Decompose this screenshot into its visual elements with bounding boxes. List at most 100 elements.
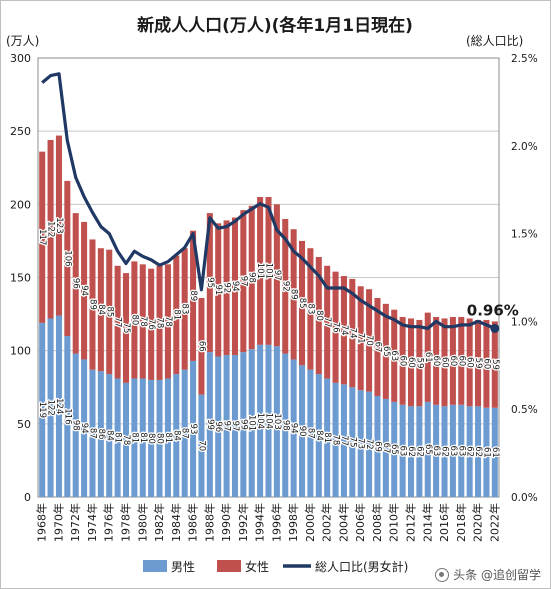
ratio-point-last xyxy=(490,323,500,333)
x-tick-label: 2008年 xyxy=(370,503,384,542)
bar-male xyxy=(433,404,440,497)
data-label-male: 98 xyxy=(71,420,81,431)
bar-male xyxy=(47,318,54,497)
bar-female xyxy=(240,210,247,353)
bar-female xyxy=(466,318,473,407)
bar-female xyxy=(97,248,104,372)
bar-male xyxy=(391,401,398,497)
data-label-female: 60 xyxy=(406,357,416,368)
bar-male xyxy=(257,344,264,497)
data-label-male: 124 xyxy=(54,398,64,414)
x-tick-label: 2022年 xyxy=(487,503,501,542)
x-tick-label: 1976年 xyxy=(102,503,116,542)
data-label-female: 80 xyxy=(129,315,139,326)
data-label-female: 60 xyxy=(456,355,466,366)
bar-female xyxy=(64,180,71,337)
bar-male xyxy=(39,322,46,497)
bar-female xyxy=(257,197,264,345)
bar-male xyxy=(491,407,498,497)
bar-female xyxy=(324,265,331,379)
data-label-female: 98 xyxy=(247,272,257,283)
x-tick-label: 1994年 xyxy=(253,503,267,542)
bar-male xyxy=(340,384,347,497)
x-tick-label: 2004年 xyxy=(336,503,350,542)
y-tick-label-right: 2.5% xyxy=(511,53,538,65)
data-label-male: 80 xyxy=(146,433,156,444)
data-label-female: 96 xyxy=(71,278,81,289)
x-tick-label: 2020年 xyxy=(471,503,485,542)
data-label-female: 74 xyxy=(347,328,357,339)
bar-male xyxy=(349,387,356,497)
data-label-male: 99 xyxy=(238,419,248,430)
bar-male xyxy=(89,369,96,497)
x-tick-label: 2000年 xyxy=(303,503,317,542)
data-label-female: 89 xyxy=(188,290,198,301)
data-label-male: 87 xyxy=(87,428,97,439)
bar-male xyxy=(164,378,171,497)
bar-female xyxy=(307,248,314,370)
y-tick-label-left: 0 xyxy=(24,491,31,504)
bar-male xyxy=(441,406,448,497)
data-label-male: 72 xyxy=(364,439,374,450)
bar-female xyxy=(391,309,398,402)
data-label-male: 75 xyxy=(347,437,357,448)
bar-male xyxy=(223,355,230,497)
data-label-female: 84 xyxy=(96,304,106,315)
y-tick-label-right: 1.5% xyxy=(511,229,538,241)
data-label-female: 94 xyxy=(79,285,89,296)
data-label-female: 85 xyxy=(104,306,114,317)
data-label-male: 84 xyxy=(171,430,181,441)
bar-female xyxy=(181,248,188,370)
bar-female xyxy=(491,321,498,408)
data-label-female: 80 xyxy=(314,310,324,321)
x-tick-label: 2002年 xyxy=(320,503,334,542)
data-label-male: 61 xyxy=(490,447,500,458)
bar-female xyxy=(231,217,238,356)
bar-female xyxy=(148,268,155,380)
data-label-male: 81 xyxy=(163,432,173,443)
bar-female xyxy=(299,240,306,366)
bar-female xyxy=(374,297,381,397)
bar-female xyxy=(173,255,180,375)
bar-male xyxy=(64,336,71,497)
x-tick-label: 2010年 xyxy=(387,503,401,542)
data-label-male: 98 xyxy=(280,420,290,431)
bar-female xyxy=(366,289,373,392)
data-label-female: 76 xyxy=(146,319,156,330)
legend-swatch-male xyxy=(143,560,167,572)
bar-male xyxy=(357,390,364,497)
bar-female xyxy=(248,205,255,350)
bar-male xyxy=(139,378,146,497)
legend-label-ratio: 総人口比(男女計) xyxy=(315,559,408,574)
data-label-male: 81 xyxy=(322,432,332,443)
data-label-female: 94 xyxy=(230,281,240,292)
data-label-male: 63 xyxy=(398,445,408,456)
bar-male xyxy=(315,374,322,497)
x-tick-label: 1980年 xyxy=(135,503,149,542)
data-label-female: 97 xyxy=(238,276,248,287)
bar-female xyxy=(475,319,482,407)
bar-female xyxy=(47,139,54,319)
legend-swatch-female xyxy=(217,560,241,572)
y-tick-label-right: 1.0% xyxy=(511,316,538,328)
data-label-female: 63 xyxy=(389,350,399,361)
data-label-male: 86 xyxy=(96,429,106,440)
bar-female xyxy=(399,317,406,405)
bar-female xyxy=(416,319,423,407)
bar-female xyxy=(449,317,456,405)
bar-female xyxy=(122,273,130,383)
bar-female xyxy=(265,197,272,345)
series-line-ratio xyxy=(41,72,496,330)
bar-male xyxy=(299,365,306,497)
y-tick-label-left: 100 xyxy=(10,345,31,358)
data-label-male: 62 xyxy=(465,446,475,457)
data-label-female: 89 xyxy=(289,289,299,300)
x-tick-label: 2012年 xyxy=(403,503,417,542)
x-tick-label: 1984年 xyxy=(169,503,183,542)
bar-female xyxy=(72,213,79,354)
bar-female xyxy=(81,221,88,360)
data-label-male: 94 xyxy=(79,423,89,434)
bar-male xyxy=(190,360,197,497)
data-label-female: 70 xyxy=(364,335,374,346)
